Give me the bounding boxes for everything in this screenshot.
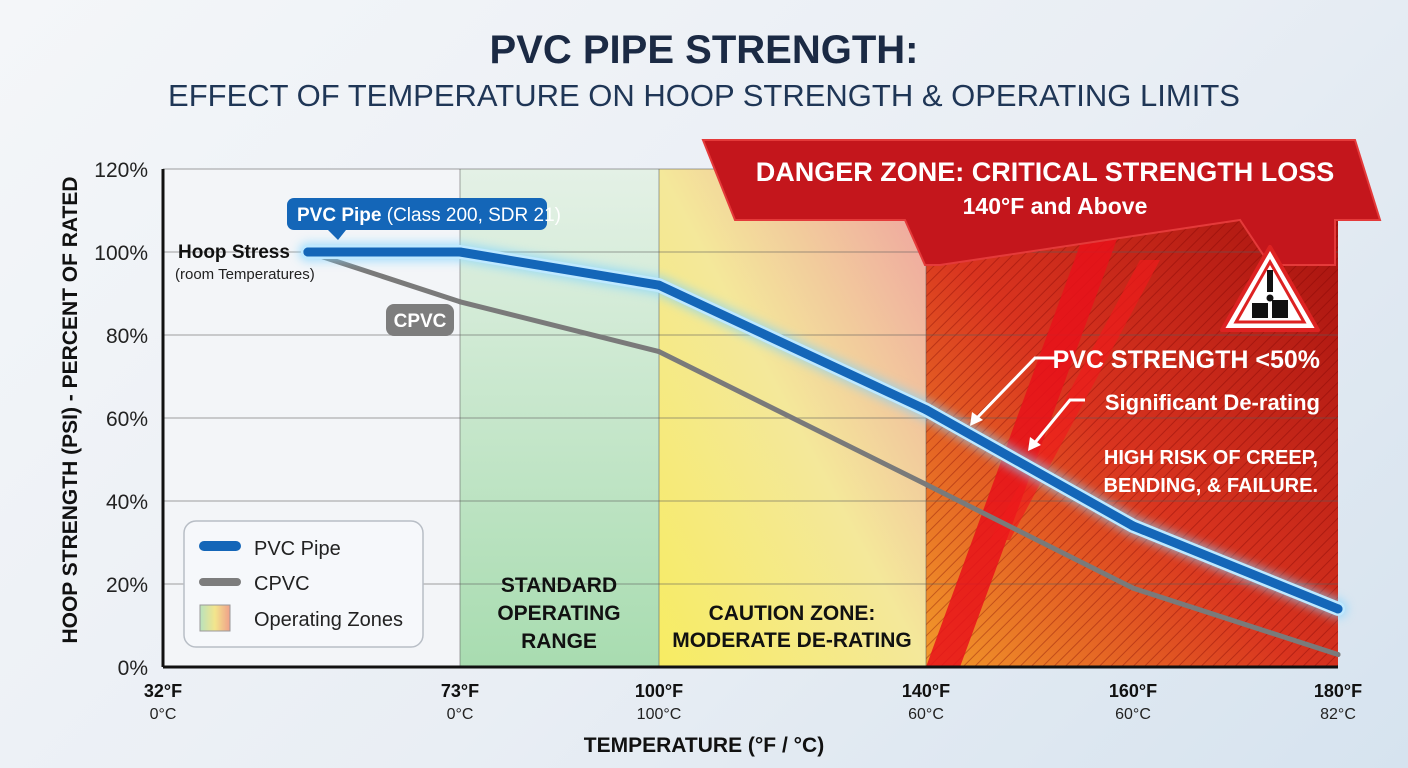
x-tick-label: 100°F bbox=[635, 681, 683, 701]
x-tick-sublabel: 60°C bbox=[908, 706, 944, 723]
y-tick-label: 120% bbox=[94, 159, 148, 182]
x-tick-label: 73°F bbox=[441, 681, 479, 701]
data-point-cpvc bbox=[656, 349, 662, 355]
danger-annotations: PVC STRENGTH <50% Significant De-rating … bbox=[970, 346, 1320, 497]
x-tick-sublabel: 100°C bbox=[637, 706, 682, 723]
y-tick-label: 40% bbox=[106, 491, 148, 514]
chart-subtitle: EFFECT OF TEMPERATURE ON HOOP STRENGTH &… bbox=[168, 78, 1240, 113]
svg-text:OPERATING: OPERATING bbox=[497, 602, 620, 625]
derating-note: Significant De-rating bbox=[1105, 390, 1320, 415]
data-point-pvc-pipe bbox=[303, 247, 313, 257]
cpvc-tag: CPVC bbox=[386, 304, 454, 336]
series-line-pvc-pipe bbox=[303, 247, 1343, 614]
y-ticks: 0% 20% 40% 60% 80% 100% 120% bbox=[94, 159, 148, 680]
danger-subtitle: 140°F and Above bbox=[963, 193, 1148, 219]
risk-note-2: BENDING, & FAILURE. bbox=[1104, 475, 1318, 497]
legend-label-pvc: PVC Pipe bbox=[254, 538, 341, 560]
x-ticks: 32°F 0°C 73°F 0°C 100°F 100°C 140°F 60°C 160°F 60… bbox=[144, 681, 1362, 723]
danger-title: DANGER ZONE: CRITICAL STRENGTH LOSS bbox=[756, 157, 1335, 187]
y-tick-label: 20% bbox=[106, 574, 148, 597]
standard-zone-label: STANDARD OPERATING RANGE bbox=[497, 574, 620, 653]
arrow-icon bbox=[1031, 398, 1085, 446]
pvc-strength-note: PVC STRENGTH <50% bbox=[1053, 346, 1320, 374]
data-point-cpvc bbox=[923, 481, 929, 487]
x-tick-label: 32°F bbox=[144, 681, 182, 701]
hoop-stress-sub: (room Temperatures) bbox=[175, 266, 315, 283]
pvc-callout-detail: (Class 200, SDR 21) bbox=[381, 205, 561, 226]
data-point-pvc-pipe bbox=[1333, 604, 1343, 614]
x-axis-label: TEMPERATURE (°F / °C) bbox=[584, 734, 824, 757]
y-tick-label: 100% bbox=[94, 242, 148, 265]
data-point-pvc-pipe bbox=[1128, 521, 1138, 531]
data-point-cpvc bbox=[457, 299, 463, 305]
legend-swatch-cpvc bbox=[199, 578, 241, 586]
series bbox=[298, 243, 1347, 658]
x-tick-sublabel: 0°C bbox=[150, 706, 177, 723]
svg-text:CAUTION ZONE:: CAUTION ZONE: bbox=[709, 602, 876, 625]
x-tick-label: 180°F bbox=[1314, 681, 1362, 701]
svg-text:RANGE: RANGE bbox=[521, 630, 597, 653]
svg-text:STANDARD: STANDARD bbox=[501, 574, 617, 597]
data-point-pvc-pipe bbox=[455, 247, 465, 257]
x-tick-label: 160°F bbox=[1109, 681, 1157, 701]
y-tick-label: 0% bbox=[118, 657, 148, 680]
svg-text:PVC Pipe (Class 200, SDR 21): PVC Pipe (Class 200, SDR 21) bbox=[297, 205, 561, 226]
legend-label-zones: Operating Zones bbox=[254, 609, 403, 631]
x-tick-label: 140°F bbox=[902, 681, 950, 701]
risk-note-1: HIGH RISK OF CREEP, bbox=[1104, 447, 1318, 469]
pvc-callout-name: PVC Pipe bbox=[297, 205, 381, 226]
data-point-cpvc bbox=[1335, 652, 1341, 658]
pvc-callout: PVC Pipe (Class 200, SDR 21) bbox=[287, 198, 561, 240]
x-tick-sublabel: 60°C bbox=[1115, 706, 1151, 723]
series-line-cpvc bbox=[305, 249, 1341, 658]
warning-icon bbox=[1220, 245, 1320, 332]
data-point-pvc-pipe bbox=[921, 405, 931, 415]
y-axis-label: HOOP STRENGTH (PSI) - PERCENT OF RATED bbox=[59, 176, 82, 643]
legend-swatch-pvc bbox=[199, 541, 241, 551]
x-tick-sublabel: 0°C bbox=[447, 706, 474, 723]
data-point-pvc-pipe bbox=[654, 280, 664, 290]
danger-stripe bbox=[926, 190, 1135, 667]
svg-text:MODERATE DE-RATING: MODERATE DE-RATING bbox=[672, 629, 912, 652]
legend-swatch-zones bbox=[199, 604, 231, 632]
danger-banner: DANGER ZONE: CRITICAL STRENGTH LOSS 140°… bbox=[701, 139, 1382, 266]
legend: PVC Pipe CPVC Operating Zones bbox=[183, 520, 424, 648]
hoop-stress-label: Hoop Stress bbox=[178, 242, 290, 263]
data-point-cpvc bbox=[1130, 585, 1136, 591]
y-tick-label: 80% bbox=[106, 325, 148, 348]
caution-zone-label: CAUTION ZONE: MODERATE DE-RATING bbox=[672, 602, 912, 652]
svg-text:CPVC: CPVC bbox=[394, 311, 447, 332]
chart-title: PVC PIPE STRENGTH: bbox=[490, 28, 919, 72]
y-tick-label: 60% bbox=[106, 408, 148, 431]
arrow-icon bbox=[973, 356, 1055, 422]
legend-label-cpvc: CPVC bbox=[254, 573, 310, 595]
x-tick-sublabel: 82°C bbox=[1320, 706, 1356, 723]
